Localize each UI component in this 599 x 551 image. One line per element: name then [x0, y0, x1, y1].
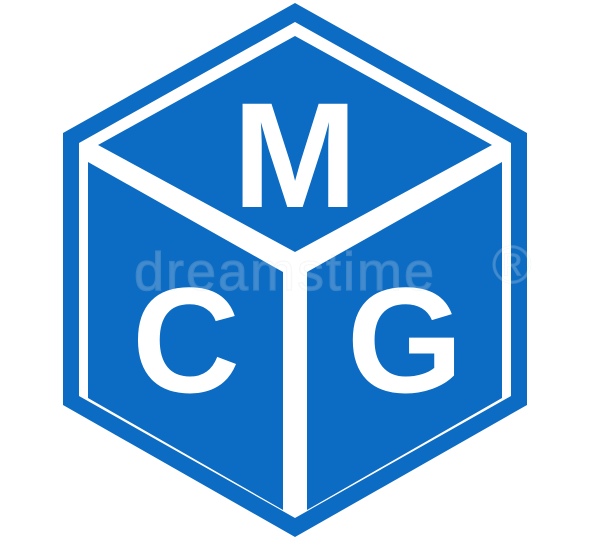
letter-g: G	[347, 256, 464, 424]
watermark-registered-mark: ®	[492, 235, 534, 295]
cube-right-face	[307, 162, 502, 510]
watermark-text: dreamstime	[134, 242, 436, 302]
letter-m: M	[233, 71, 358, 239]
cube-left-face	[88, 162, 283, 510]
letter-c: C	[132, 256, 240, 424]
watermark: dreamstime ®	[133, 235, 534, 303]
cube-top-face	[98, 36, 492, 252]
